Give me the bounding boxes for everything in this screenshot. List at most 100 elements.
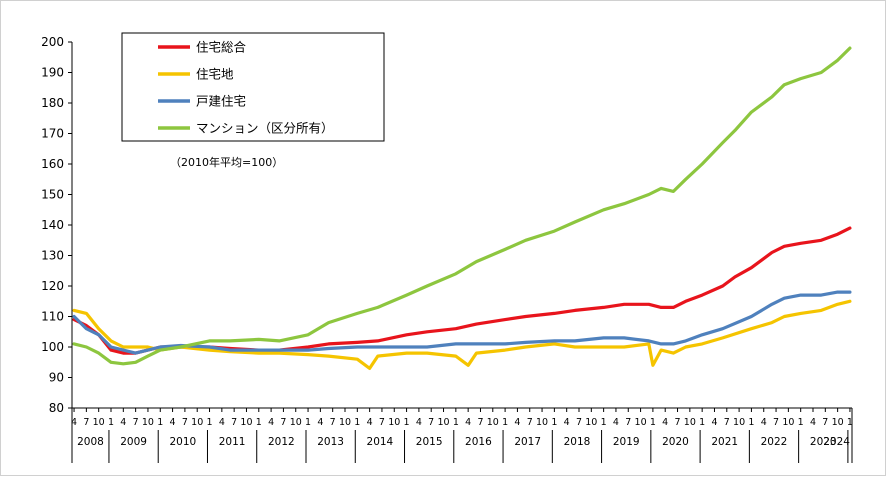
x-year-label: 2015 <box>416 436 443 448</box>
x-month-label: 10 <box>487 417 499 428</box>
y-tick-label: 80 <box>49 401 64 415</box>
series-line <box>72 290 852 355</box>
x-month-label: 10 <box>536 417 548 428</box>
x-month-label: 7 <box>231 417 237 428</box>
x-month-label: 4 <box>564 417 570 428</box>
x-year-label: 2010 <box>169 436 196 448</box>
x-month-label: 4 <box>71 417 77 428</box>
legend-label: 住宅総合 <box>196 40 247 55</box>
x-month-label: 4 <box>711 417 717 428</box>
y-tick-label: 140 <box>41 218 64 232</box>
x-month-label: 1 <box>601 417 607 428</box>
x-month-label: 1 <box>748 417 754 428</box>
x-month-label: 10 <box>437 417 449 428</box>
x-month-label: 10 <box>585 417 597 428</box>
x-month-label: 1 <box>453 417 459 428</box>
legend-label: 戸建住宅 <box>196 94 246 109</box>
x-month-label: 7 <box>576 417 582 428</box>
x-year-label: 2014 <box>367 436 394 448</box>
x-month-label: 1 <box>847 417 853 428</box>
x-month-label: 1 <box>207 417 213 428</box>
x-month-label: 10 <box>782 417 794 428</box>
x-month-label: 4 <box>317 417 323 428</box>
x-month-label: 10 <box>388 417 400 428</box>
x-year-label: 2016 <box>465 436 492 448</box>
x-month-label: 1 <box>798 417 804 428</box>
x-month-label: 1 <box>256 417 262 428</box>
x-month-label: 7 <box>428 417 434 428</box>
x-year-label: 2019 <box>613 436 640 448</box>
y-tick-label: 110 <box>41 310 64 324</box>
x-year-label: 2013 <box>317 436 344 448</box>
y-tick-label: 90 <box>49 371 64 385</box>
legend-label: マンション（区分所有） <box>196 121 334 136</box>
x-year-label: 2011 <box>219 436 246 448</box>
x-month-label: 4 <box>268 417 274 428</box>
x-month-label: 4 <box>465 417 471 428</box>
x-month-label: 7 <box>675 417 681 428</box>
x-month-label: 7 <box>625 417 631 428</box>
y-tick-label: 120 <box>41 279 64 293</box>
x-month-label: 1 <box>650 417 656 428</box>
x-axis: 4 7 10 1 4 7 10 1 4 7 10 1 4 7 10 1 4 7 10 1 4 7 10 1 4 7 10 1 4 7 10 1… <box>71 407 853 463</box>
x-month-label: 10 <box>240 417 252 428</box>
x-year-label: 2020 <box>662 436 689 448</box>
x-month-label: 1 <box>305 417 311 428</box>
x-month-label: 4 <box>367 417 373 428</box>
x-month-label: 4 <box>170 417 176 428</box>
x-month-label: 4 <box>219 417 225 428</box>
x-month-label: 10 <box>191 417 203 428</box>
x-month-label: 1 <box>551 417 557 428</box>
x-month-label: 7 <box>379 417 385 428</box>
x-month-label: 1 <box>502 417 508 428</box>
x-month-label: 1 <box>404 417 410 428</box>
series-lines <box>72 46 852 370</box>
y-tick-label: 150 <box>41 188 64 202</box>
x-month-label: 10 <box>733 417 745 428</box>
x-month-label: 4 <box>761 417 767 428</box>
x-month-label: 7 <box>477 417 483 428</box>
y-tick-label: 160 <box>41 157 64 171</box>
y-tick-label: 190 <box>41 66 64 80</box>
x-month-label: 1 <box>157 417 163 428</box>
y-axis: 80 90 100 110 120 130 140 150 160 170 180 190 200 <box>41 35 73 415</box>
x-year-label: 2008 <box>77 436 104 448</box>
x-month-label: 7 <box>182 417 188 428</box>
x-month-label: 1 <box>699 417 705 428</box>
x-month-label: 7 <box>330 417 336 428</box>
legend-label: 住宅地 <box>196 67 234 82</box>
legend-box <box>121 32 385 142</box>
x-month-label: 7 <box>133 417 139 428</box>
x-year-label: 2017 <box>514 436 541 448</box>
x-month-label: 7 <box>822 417 828 428</box>
x-month-label: 7 <box>527 417 533 428</box>
y-tick-label: 200 <box>41 35 64 49</box>
x-year-label: 2023 <box>810 436 837 448</box>
x-year-label: 2012 <box>268 436 295 448</box>
x-month-label: 10 <box>635 417 647 428</box>
x-month-label: 10 <box>290 417 302 428</box>
x-month-label: 7 <box>773 417 779 428</box>
series-line <box>72 46 852 366</box>
x-month-label: 4 <box>613 417 619 428</box>
x-month-label: 7 <box>83 417 89 428</box>
x-month-label: 10 <box>339 417 351 428</box>
x-month-label: 4 <box>662 417 668 428</box>
index-base-note: （2010年平均=100） <box>170 155 283 169</box>
x-year-label: 2021 <box>711 436 738 448</box>
x-month-label: 7 <box>724 417 730 428</box>
x-year-label: 2022 <box>761 436 788 448</box>
x-month-label: 1 <box>354 417 360 428</box>
x-year-label: 2018 <box>564 436 591 448</box>
y-tick-label: 180 <box>41 96 64 110</box>
y-tick-label: 130 <box>41 249 64 263</box>
x-month-label: 1 <box>108 417 114 428</box>
x-month-label: 4 <box>416 417 422 428</box>
x-month-label: 4 <box>514 417 520 428</box>
x-year-label: 2009 <box>120 436 147 448</box>
x-month-label: 10 <box>93 417 105 428</box>
x-year-label: 2024 <box>823 436 850 448</box>
x-month-label: 4 <box>810 417 816 428</box>
